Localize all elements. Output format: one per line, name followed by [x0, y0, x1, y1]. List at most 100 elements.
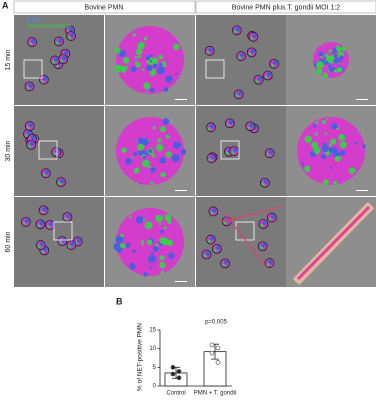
- granule: [333, 54, 338, 58]
- granule: [143, 82, 151, 90]
- granule: [139, 182, 142, 185]
- cell-granule: [268, 217, 272, 221]
- cell-granule: [225, 151, 229, 155]
- data-point: [209, 350, 215, 356]
- granule: [142, 159, 150, 168]
- cell-nucleus: [69, 32, 75, 38]
- cell-granule: [52, 60, 56, 64]
- cell-nucleus: [42, 76, 48, 81]
- granule: [155, 214, 163, 223]
- cell-nucleus: [239, 52, 245, 58]
- granule: [172, 141, 181, 150]
- cell-nucleus: [68, 27, 74, 32]
- cell-granule: [231, 151, 235, 155]
- cell-nucleus: [223, 260, 229, 265]
- zoom-box: [23, 59, 43, 79]
- cell-granule: [64, 216, 68, 220]
- granule: [316, 61, 324, 69]
- cell-nucleus: [237, 91, 242, 96]
- cell-nucleus: [205, 251, 210, 256]
- cell-granule: [235, 94, 239, 98]
- granule: [336, 46, 342, 52]
- cell-granule: [28, 144, 32, 148]
- scale-bar: [175, 99, 187, 100]
- row-label: 60 min: [5, 231, 12, 252]
- panel-label: A: [2, 0, 9, 10]
- granule: [311, 141, 318, 149]
- granule: [146, 239, 153, 245]
- granule: [121, 147, 127, 153]
- granule: [331, 123, 338, 130]
- granule: [150, 181, 154, 185]
- granule: [124, 65, 129, 70]
- cell-granule: [206, 50, 210, 54]
- cell-granule: [60, 59, 64, 63]
- granule: [134, 56, 138, 59]
- granule: [325, 55, 332, 62]
- granule: [163, 226, 167, 230]
- granule: [304, 135, 312, 144]
- granule: [333, 180, 338, 185]
- cell-granule: [42, 173, 46, 177]
- granule: [135, 62, 141, 68]
- granule: [135, 51, 139, 54]
- x-tick-label: Control: [166, 391, 185, 397]
- cell-nucleus: [28, 122, 33, 128]
- cell-granule: [24, 133, 28, 137]
- cell-granule: [255, 79, 259, 83]
- granule: [120, 233, 124, 238]
- y-tick-label: 0: [153, 384, 157, 390]
- cell-nucleus: [29, 141, 35, 147]
- cell-granule: [37, 224, 41, 228]
- cell-granule: [266, 153, 270, 157]
- granule: [141, 239, 144, 243]
- granule: [148, 255, 157, 264]
- granule: [125, 242, 131, 248]
- granule: [330, 166, 333, 169]
- granule: [324, 132, 328, 135]
- cell-granule: [259, 246, 263, 250]
- cell-granule: [238, 56, 242, 60]
- granule: [146, 64, 153, 72]
- cell-nucleus: [270, 214, 276, 219]
- y-tick-label: 10: [149, 346, 156, 352]
- header-box: [195, 0, 376, 14]
- granule: [163, 87, 169, 92]
- cell-nucleus: [28, 83, 33, 88]
- granule: [318, 51, 324, 57]
- granule: [301, 162, 305, 166]
- granule: [149, 54, 153, 57]
- granule: [145, 91, 148, 94]
- granule: [164, 214, 172, 222]
- cell-granule: [233, 30, 237, 34]
- granule: [315, 68, 323, 75]
- p-value: p=0.005: [205, 320, 228, 326]
- granule: [125, 158, 132, 165]
- cell-granule: [29, 42, 33, 46]
- cell-granule: [210, 211, 214, 215]
- granule: [304, 165, 311, 173]
- cell-granule: [68, 36, 72, 40]
- cell-granule: [59, 241, 63, 245]
- net-strand: [220, 206, 282, 268]
- zoom-box: [53, 221, 73, 241]
- granule: [332, 51, 335, 55]
- data-point: [215, 360, 221, 365]
- granule: [156, 144, 164, 152]
- zoom-box: [205, 59, 225, 79]
- granule: [159, 157, 166, 164]
- cell-granule: [222, 263, 226, 267]
- granule: [141, 138, 149, 146]
- cell-nucleus: [30, 38, 36, 44]
- granule: [313, 124, 317, 128]
- scale-bar: [175, 281, 187, 282]
- cell-granule: [264, 75, 268, 79]
- zoom-box: [220, 140, 240, 160]
- cell-nucleus: [76, 238, 81, 243]
- column-header: Bovine PMN plus T. gondii MOI 1:2: [232, 4, 341, 11]
- cell-granule: [37, 245, 41, 249]
- cell-granule: [68, 245, 72, 249]
- granule: [119, 243, 126, 249]
- cell-nucleus: [266, 72, 271, 77]
